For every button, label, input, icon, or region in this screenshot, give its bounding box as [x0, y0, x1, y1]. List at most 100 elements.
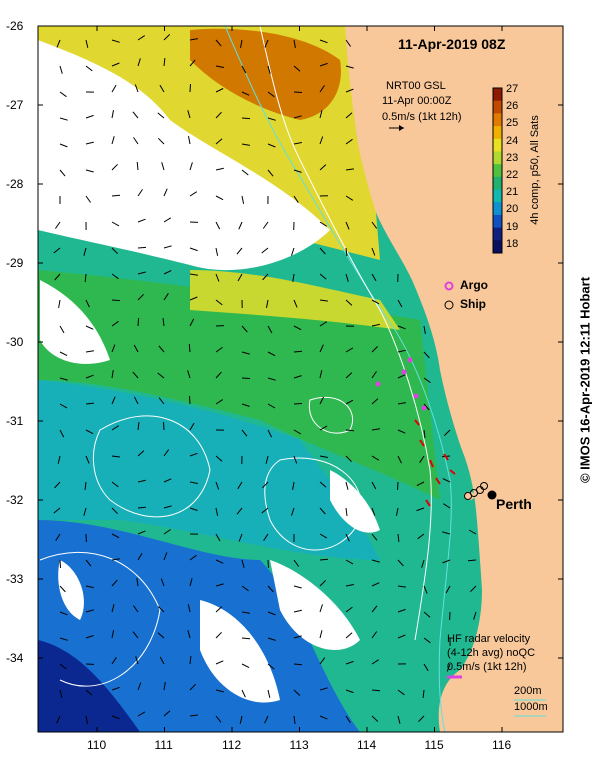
current-vector	[397, 299, 403, 308]
current-vector	[85, 350, 94, 353]
current-vector	[293, 350, 303, 353]
current-vector	[262, 481, 269, 489]
no-data-patch	[330, 470, 380, 533]
current-vector	[187, 110, 191, 119]
hf-line2: (4-12h avg) noQC	[447, 647, 536, 659]
current-vector	[267, 611, 276, 616]
current-vector	[262, 273, 269, 281]
current-vector	[319, 321, 328, 327]
current-vector	[319, 221, 327, 227]
current-vector	[163, 529, 171, 535]
current-vector	[345, 168, 354, 171]
current-vector	[84, 273, 87, 283]
current-vector	[157, 632, 165, 639]
isobath-200-label: 200m	[514, 685, 542, 697]
current-vector	[188, 136, 191, 145]
current-vector	[241, 611, 250, 614]
current-vector	[137, 271, 146, 275]
current-vector	[189, 247, 198, 252]
current-vector	[345, 112, 353, 119]
current-vector	[85, 374, 94, 379]
current-vector	[319, 370, 323, 379]
current-vector	[215, 559, 224, 564]
current-vector	[423, 377, 431, 384]
current-vector	[189, 481, 198, 484]
current-vector	[85, 195, 92, 203]
current-vector	[137, 189, 143, 197]
current-vector	[215, 660, 224, 665]
current-vector	[59, 403, 68, 409]
current-vector	[215, 65, 224, 68]
current-vector	[236, 507, 243, 515]
current-vector	[85, 455, 90, 464]
current-vector	[215, 346, 223, 353]
current-vector	[163, 478, 172, 483]
current-vector	[215, 39, 222, 47]
current-vector	[215, 583, 224, 587]
colorbar-swatch	[493, 240, 502, 254]
current-vector	[85, 429, 94, 435]
current-vector	[423, 611, 431, 618]
current-vector	[397, 689, 405, 696]
current-vector	[240, 39, 243, 48]
current-vector	[345, 689, 354, 694]
gsl-line1: NRT00 GSL	[386, 80, 446, 92]
current-vector	[267, 65, 271, 74]
current-vector	[137, 530, 146, 535]
current-vector	[267, 663, 275, 670]
current-vector	[163, 58, 166, 67]
current-vector	[189, 38, 198, 41]
current-vector	[319, 164, 327, 171]
current-vector	[59, 429, 65, 438]
current-vector	[397, 349, 406, 353]
current-vector	[423, 585, 428, 594]
current-vector	[470, 585, 477, 593]
current-vector	[137, 35, 145, 41]
ssh-contour	[39, 551, 161, 687]
current-vector	[137, 317, 140, 327]
current-vector	[423, 325, 426, 334]
current-vector	[111, 715, 120, 720]
current-vectors	[53, 34, 477, 724]
current-vector	[319, 558, 329, 561]
current-vector	[215, 195, 224, 201]
current-vector	[319, 273, 327, 280]
current-vector	[423, 663, 429, 672]
current-vector	[345, 507, 348, 516]
isobath-1000-label: 1000m	[514, 701, 548, 713]
rottnest-island	[464, 491, 475, 501]
current-vector	[59, 611, 68, 616]
current-vector	[215, 273, 220, 282]
current-vector	[137, 58, 141, 67]
axis-ticks	[38, 25, 563, 732]
current-vector	[84, 481, 87, 490]
current-vector	[397, 585, 406, 588]
current-vector	[215, 715, 222, 723]
current-vector	[397, 455, 402, 464]
current-vector	[467, 559, 477, 562]
ship-legend-label: Ship	[460, 297, 486, 311]
current-vector	[54, 273, 61, 281]
current-vector	[157, 606, 165, 613]
current-vector	[345, 559, 354, 565]
current-vector	[215, 371, 222, 379]
current-vector	[264, 39, 269, 48]
current-vector	[416, 507, 425, 512]
current-vector	[111, 221, 120, 227]
current-vector	[241, 169, 249, 176]
current-vector	[59, 585, 66, 593]
current-vector	[292, 481, 295, 490]
current-vector	[267, 91, 275, 98]
current-vector	[293, 325, 302, 331]
current-vector	[371, 247, 376, 256]
current-vector	[371, 455, 380, 461]
current-vector	[241, 117, 251, 120]
current-vector	[319, 344, 324, 353]
current-vector	[267, 351, 276, 357]
current-vector	[468, 529, 477, 535]
colorbar-label: 4h comp, p50, All Sats	[529, 115, 541, 225]
current-vector	[111, 579, 118, 587]
current-vector	[163, 34, 171, 41]
current-vector	[241, 351, 250, 355]
